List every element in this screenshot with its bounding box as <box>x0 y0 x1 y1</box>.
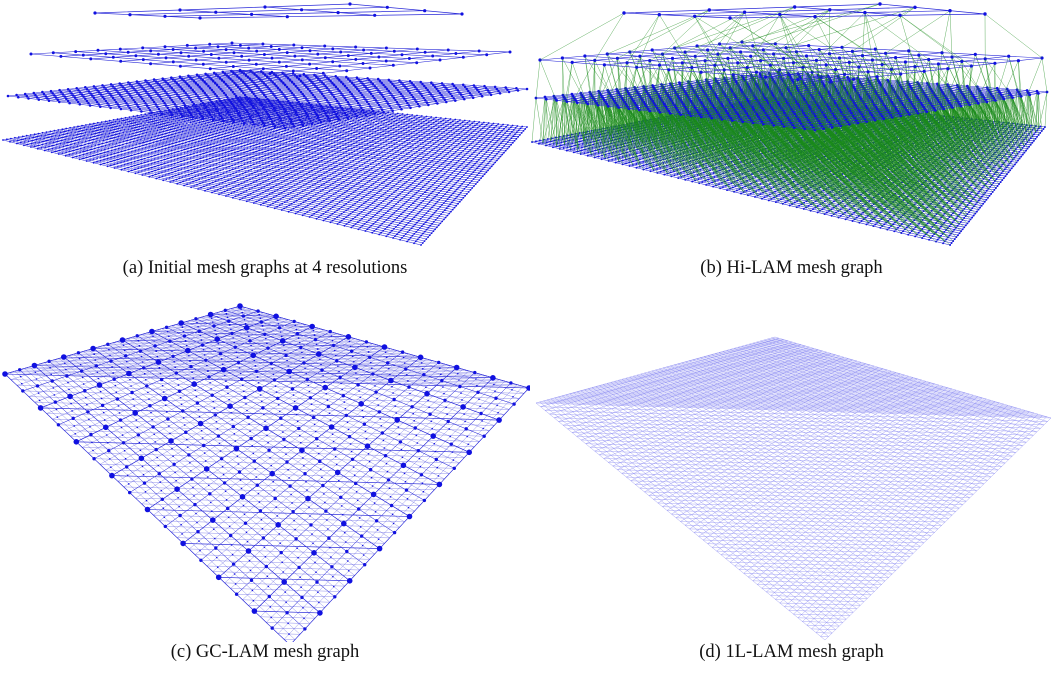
mesh-edges <box>535 71 1048 131</box>
caption-c: (c) GC-LAM mesh graph <box>170 642 360 662</box>
links-level-1-2 <box>539 3 1043 83</box>
medium-mesh <box>3 304 530 642</box>
coarse-mesh <box>2 303 530 642</box>
panel-gc-lam: (c) GC-LAM mesh graph <box>0 300 530 688</box>
mesh-nodes <box>2 303 530 616</box>
mesh-edges <box>539 41 1043 83</box>
mesh-edges <box>535 336 1052 641</box>
mesh-level-2 <box>538 40 1044 84</box>
panel-hi-lam: (b) Hi-LAM mesh graph <box>530 0 1053 300</box>
1l-lam-graph <box>535 336 1052 641</box>
mesh-level-3 <box>6 68 529 130</box>
mesh-level-2 <box>29 41 512 78</box>
mesh-edges <box>30 42 511 77</box>
gc-lam-graph <box>2 303 530 642</box>
mesh-edges <box>7 69 528 129</box>
mesh-edges <box>623 3 986 19</box>
mesh-level-1 <box>93 2 464 20</box>
panel-initial-meshes: (a) Initial mesh graphs at 4 resolutions <box>0 0 530 300</box>
panel-1l-lam: (d) 1L-LAM mesh graph <box>530 300 1053 688</box>
hi-lam-hierarchical-graph <box>531 2 1049 246</box>
mesh-nodes <box>29 41 512 78</box>
caption-d: (d) 1L-LAM mesh graph <box>699 642 884 662</box>
mesh-level-4 <box>2 96 528 246</box>
mesh-level-1 <box>622 2 987 20</box>
fine-nodes <box>4 305 530 635</box>
mesh-nodes <box>3 304 530 631</box>
mesh-edges <box>94 3 463 19</box>
caption-b: (b) Hi-LAM mesh graph <box>700 258 883 278</box>
mesh-nodes <box>6 68 529 130</box>
inter-level-edges <box>539 3 1043 83</box>
mesh-edges <box>2 96 528 246</box>
mesh-nodes <box>2 96 528 246</box>
multi-resolution-mesh-stack <box>2 2 529 246</box>
single-level-mesh <box>535 336 1052 641</box>
fine-node-dots <box>4 305 530 635</box>
caption-a: (a) Initial mesh graphs at 4 resolutions <box>122 258 408 278</box>
